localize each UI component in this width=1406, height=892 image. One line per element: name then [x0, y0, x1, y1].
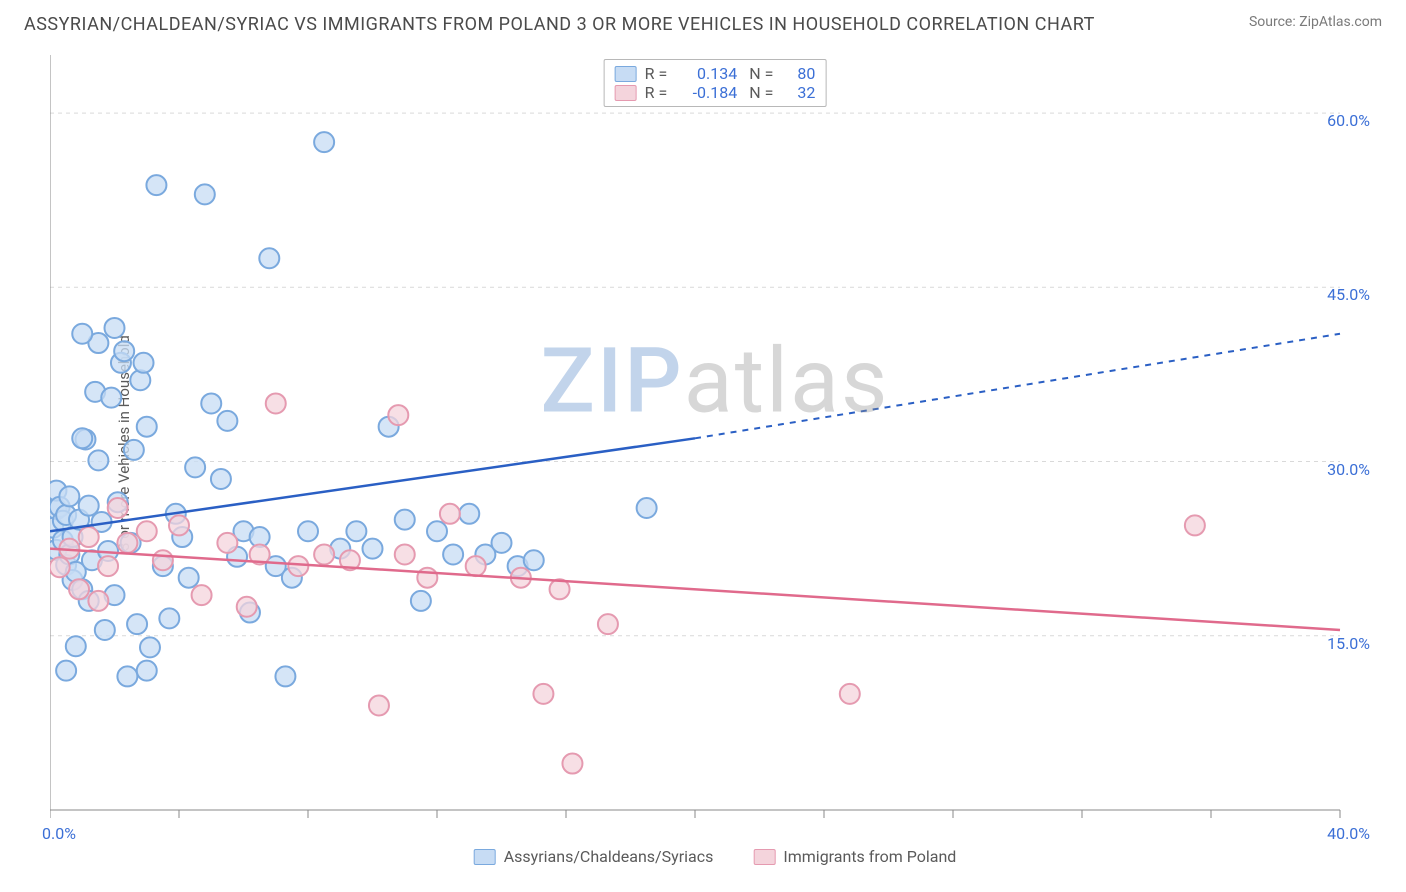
chart-svg [50, 55, 1380, 850]
chart-area: 3 or more Vehicles in Household R = 0.13… [50, 55, 1380, 830]
legend-item-0: Assyrians/Chaldeans/Syriacs [474, 847, 714, 866]
chart-source: Source: ZipAtlas.com [1249, 14, 1382, 30]
n-label-1: N = [745, 83, 773, 102]
stats-legend: R = 0.134 N = 80 R = -0.184 N = 32 [604, 59, 827, 107]
y-tick-label: 45.0% [1327, 285, 1370, 304]
stats-row-1: R = -0.184 N = 32 [615, 83, 816, 102]
r-value-0: 0.134 [675, 64, 737, 83]
source-value: ZipAtlas.com [1299, 14, 1382, 30]
y-tick-label: 15.0% [1327, 634, 1370, 653]
series-legend: Assyrians/Chaldeans/Syriacs Immigrants f… [474, 847, 957, 866]
legend-label-1: Immigrants from Poland [783, 847, 956, 866]
n-label-0: N = [745, 64, 773, 83]
y-tick-label: 30.0% [1327, 460, 1370, 479]
n-value-0: 80 [781, 64, 815, 83]
x-tick-label: 40.0% [1327, 824, 1370, 843]
y-tick-label: 60.0% [1327, 111, 1370, 130]
chart-title: ASSYRIAN/CHALDEAN/SYRIAC VS IMMIGRANTS F… [24, 14, 1095, 35]
chart-header: ASSYRIAN/CHALDEAN/SYRIAC VS IMMIGRANTS F… [0, 0, 1406, 43]
x-tick-label: 0.0% [42, 824, 76, 843]
legend-swatch-1 [753, 849, 775, 865]
stats-row-0: R = 0.134 N = 80 [615, 64, 816, 83]
source-label: Source: [1249, 14, 1296, 30]
r-value-1: -0.184 [675, 83, 737, 102]
legend-item-1: Immigrants from Poland [753, 847, 956, 866]
swatch-series-1 [615, 85, 637, 101]
legend-label-0: Assyrians/Chaldeans/Syriacs [504, 847, 714, 866]
legend-swatch-0 [474, 849, 496, 865]
r-label-1: R = [645, 83, 668, 102]
swatch-series-0 [615, 66, 637, 82]
r-label-0: R = [645, 64, 668, 83]
n-value-1: 32 [781, 83, 815, 102]
